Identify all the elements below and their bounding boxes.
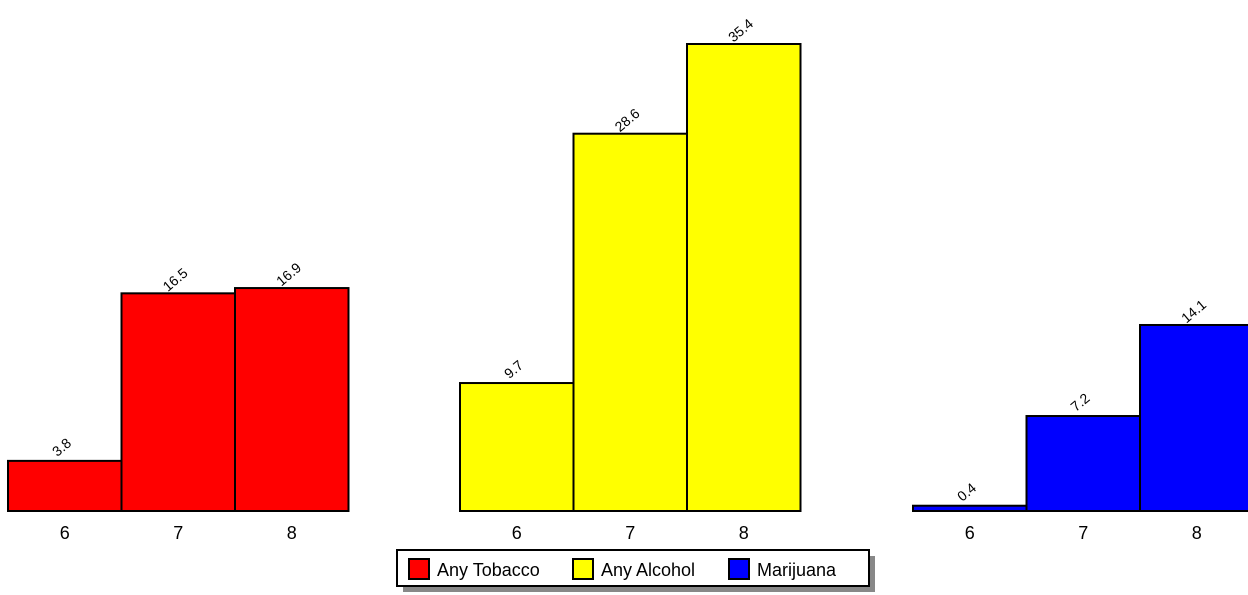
value-label-tobacco-6: 3.8: [49, 435, 74, 460]
value-label-marijuana-7: 7.2: [1067, 390, 1092, 415]
tick-label-marijuana-7: 7: [1078, 523, 1088, 543]
value-label-tobacco-8: 16.9: [273, 259, 304, 289]
tick-label-alcohol-7: 7: [625, 523, 635, 543]
tick-label-tobacco-7: 7: [173, 523, 183, 543]
chart-groups: 3.8 6 16.5 7 16.9 8 9.7 6 28.6 7 35.4 8 0.4 6 7.2 7 14.1…: [7, 15, 1248, 543]
legend-swatch-alcohol: [572, 558, 594, 580]
bar-tobacco-8: [234, 287, 350, 513]
legend-swatch-tobacco: [408, 558, 430, 580]
group-marijuana: 0.4 6 7.2 7 14.1 8: [912, 296, 1248, 543]
bar-marijuana-8: [1139, 323, 1248, 512]
legend-label-alcohol: Any Alcohol: [601, 560, 695, 580]
bar-tobacco-7: [120, 292, 236, 512]
tick-label-marijuana-8: 8: [1192, 523, 1202, 543]
bar-alcohol-6: [459, 382, 575, 512]
value-label-marijuana-6: 0.4: [954, 479, 979, 504]
value-label-marijuana-8: 14.1: [1178, 296, 1209, 326]
legend-swatch-marijuana: [728, 558, 750, 580]
value-label-alcohol-6: 9.7: [501, 357, 526, 382]
bar-tobacco-6: [7, 459, 123, 512]
value-label-alcohol-7: 28.6: [611, 105, 642, 135]
tick-label-alcohol-6: 6: [512, 523, 522, 543]
legend-label-marijuana: Marijuana: [757, 560, 837, 580]
bar-alcohol-8: [686, 43, 802, 512]
bar-marijuana-6: [912, 504, 1028, 513]
bar-marijuana-7: [1025, 415, 1141, 512]
group-alcohol: 9.7 6 28.6 7 35.4 8: [459, 15, 802, 543]
legend-label-tobacco: Any Tobacco: [437, 560, 540, 580]
tick-label-tobacco-6: 6: [60, 523, 70, 543]
group-tobacco: 3.8 6 16.5 7 16.9 8: [7, 259, 350, 543]
tick-label-tobacco-8: 8: [287, 523, 297, 543]
tick-label-marijuana-6: 6: [965, 523, 975, 543]
legend: Any Tobacco Any Alcohol Marijuana: [396, 549, 875, 592]
legend-box: [396, 549, 870, 587]
bar-alcohol-7: [572, 132, 688, 512]
tick-label-alcohol-8: 8: [739, 523, 749, 543]
value-label-alcohol-8: 35.4: [725, 15, 756, 45]
value-label-tobacco-7: 16.5: [159, 264, 190, 294]
